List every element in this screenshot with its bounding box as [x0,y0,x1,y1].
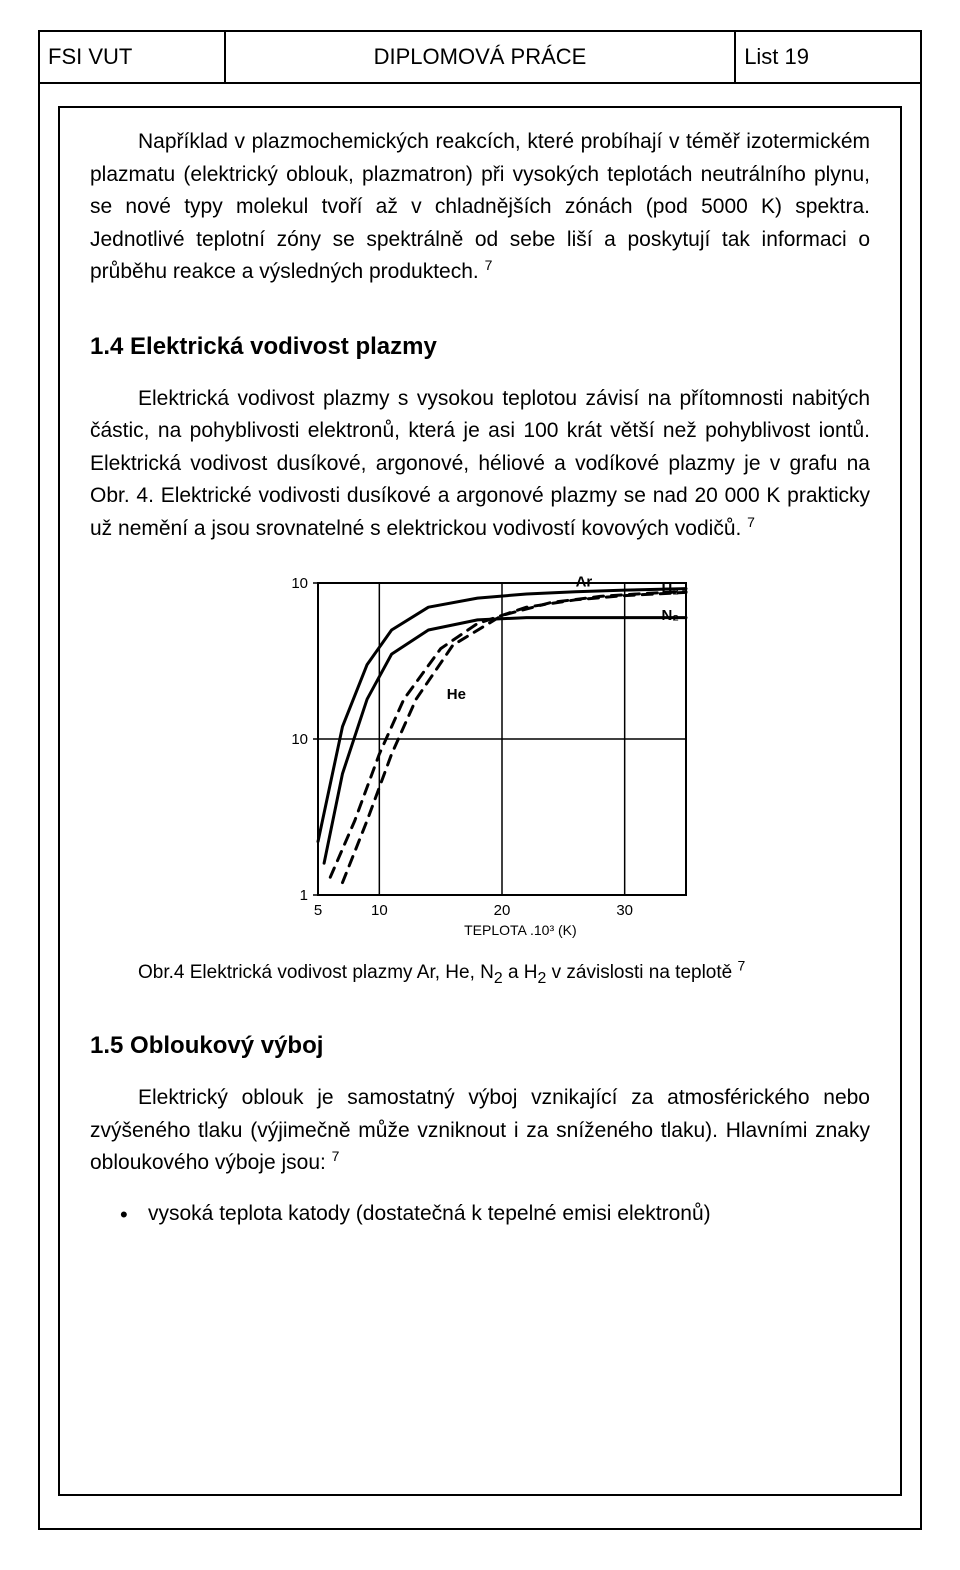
header-center: DIPLOMOVÁ PRÁCE [374,44,587,69]
bullet-item-1-text: vysoká teplota katody (dostatečná k tepe… [148,1202,711,1225]
conductivity-chart: 5 10 20 30 1 10 10 TEPLOTA .10³ (K) Ar H₂ N₂ He [260,573,700,943]
paragraph-1-4: Elektrická vodivost plazmy s vysokou tep… [90,383,870,546]
caption-mid: a H [503,962,538,983]
bullet-item-1: vysoká teplota katody (dostatečná k tepe… [120,1198,870,1231]
svg-text:10: 10 [291,575,308,592]
content-frame: Například v plazmochemických reakcích, k… [58,106,902,1496]
page: FSI VUT DIPLOMOVÁ PRÁCE List 19 Napříkla… [0,0,960,1570]
svg-text:H₂: H₂ [661,581,679,598]
header-right: List 19 [744,44,809,69]
header-right-cell: List 19 [735,32,920,83]
caption-sub1: 2 [494,970,503,987]
header-left: FSI VUT [48,44,132,69]
citation-sup-3: 7 [332,1148,340,1164]
outer-frame: FSI VUT DIPLOMOVÁ PRÁCE List 19 Napříkla… [38,30,922,1530]
svg-text:20: 20 [494,902,511,919]
caption-sup: 7 [738,958,746,974]
header-center-cell: DIPLOMOVÁ PRÁCE [225,32,735,83]
paragraph-1-5: Elektrický oblouk je samostatný výboj vz… [90,1082,870,1180]
svg-text:N₂: N₂ [661,607,679,624]
svg-text:1: 1 [300,887,308,904]
paragraph-1-5-text: Elektrický oblouk je samostatný výboj vz… [90,1086,870,1174]
svg-text:Ar: Ar [576,574,593,591]
svg-text:10: 10 [291,731,308,748]
citation-sup-2: 7 [747,514,755,530]
svg-text:TEPLOTA .10³ (K): TEPLOTA .10³ (K) [464,922,577,938]
citation-sup-1: 7 [485,257,493,273]
header-table: FSI VUT DIPLOMOVÁ PRÁCE List 19 [40,32,920,84]
svg-text:5: 5 [314,902,322,919]
heading-1-4: 1.4 Elektrická vodivost plazmy [90,333,870,361]
svg-text:10: 10 [371,902,388,919]
svg-text:30: 30 [616,902,633,919]
paragraph-intro-text: Například v plazmochemických reakcích, k… [90,130,870,283]
caption-prefix: Obr.4 Elektrická vodivost plazmy Ar, He,… [138,962,494,983]
figure-caption: Obr.4 Elektrická vodivost plazmy Ar, He,… [138,962,870,988]
bullet-list: vysoká teplota katody (dostatečná k tepe… [120,1198,870,1231]
svg-text:He: He [447,687,466,704]
heading-1-5: 1.5 Obloukový výboj [90,1032,870,1060]
paragraph-intro: Například v plazmochemických reakcích, k… [90,126,870,289]
figure-wrap: 5 10 20 30 1 10 10 TEPLOTA .10³ (K) Ar H₂ N₂ He [90,573,870,948]
caption-suffix: v závislosti na teplotě [546,962,737,983]
header-left-cell: FSI VUT [40,32,225,83]
